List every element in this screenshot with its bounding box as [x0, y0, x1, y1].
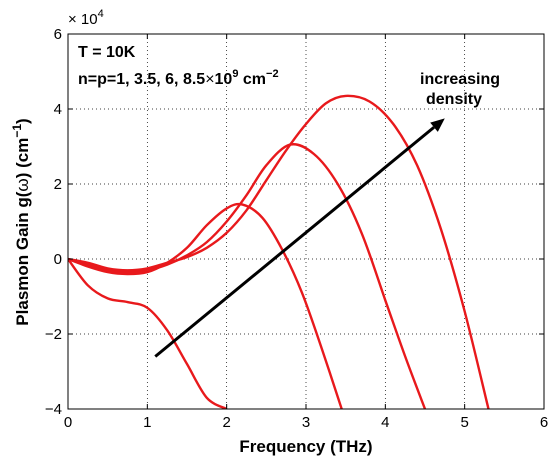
y-axis-label-main: Plasmon Gain g(	[13, 191, 32, 325]
x-tick-label: 4	[381, 414, 389, 431]
y-tick-label: −2	[45, 326, 62, 343]
series-lines	[68, 94, 490, 409]
x-tick-label: 3	[302, 414, 310, 431]
y-axis-label-units: ) (cm	[13, 138, 32, 179]
arrow-label-line1: increasing	[420, 71, 500, 88]
series-line-4	[68, 94, 490, 409]
series-line-1	[68, 258, 228, 409]
y-multiplier-exp: 4	[98, 8, 104, 20]
annotation-temperature: T = 10K	[78, 44, 136, 61]
annotation-density: n=p=1, 3.5, 6, 8.5×109 cm−2	[78, 68, 279, 88]
annotation-density-units-exp: −2	[266, 68, 279, 80]
y-tick-label: 2	[54, 176, 62, 193]
arrow-head	[430, 118, 445, 132]
annotation-density-units: cm	[238, 71, 266, 88]
x-tick-label: 0	[64, 414, 72, 431]
arrow-shaft	[154, 126, 435, 358]
annotation-density-prefix: n=p=1, 3.5, 6, 8.5	[78, 71, 205, 88]
arrow-label-line2: density	[426, 91, 482, 108]
annotation-density-times: ×	[205, 71, 214, 88]
y-tick-label: 6	[54, 26, 62, 43]
y-axis-label: Plasmon Gain g(ω) (cm−1)	[10, 118, 32, 325]
density-arrow	[154, 118, 445, 358]
x-axis-label: Frequency (THz)	[239, 437, 372, 456]
series-line-2	[68, 202, 343, 409]
x-tick-label: 1	[143, 414, 151, 431]
grid	[68, 34, 544, 409]
ticks: 0 1 2 3 4 5 6 −4 −2 0 2 4 6	[45, 26, 548, 431]
y-tick-label: 0	[54, 251, 62, 268]
y-tick-label: −4	[45, 401, 62, 418]
y-axis-label-close: )	[13, 118, 32, 124]
y-axis-label-omega: ω	[13, 178, 32, 191]
x-tick-label: 5	[460, 414, 468, 431]
y-tick-label: 4	[54, 101, 62, 118]
y-axis-label-exp: −1	[10, 124, 24, 138]
series-line-3	[68, 143, 427, 409]
x-tick-label: 6	[540, 414, 548, 431]
annotation-density-base-exp: 9	[232, 68, 238, 80]
y-multiplier: × 104	[68, 8, 104, 28]
annotation-density-base: 10	[215, 71, 233, 88]
x-tick-label: 2	[222, 414, 230, 431]
y-multiplier-base: × 10	[68, 11, 98, 28]
